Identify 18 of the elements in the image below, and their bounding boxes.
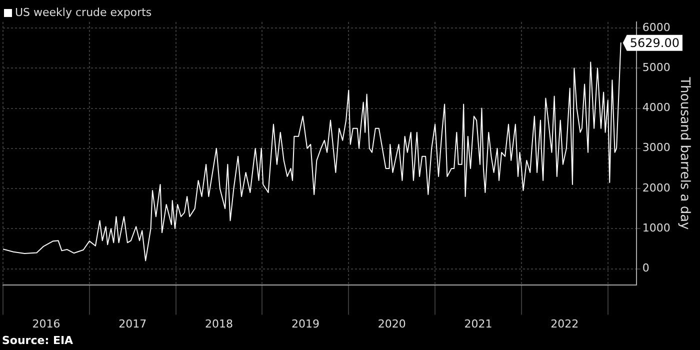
y-tick-label: 4000 [642, 101, 670, 114]
y-tick-label: 3000 [642, 141, 670, 154]
y-tick-label: 6000 [642, 20, 670, 34]
x-tick-label: 2022 [550, 317, 579, 330]
x-tick-label: 2020 [378, 317, 406, 330]
x-tick-label: 2021 [464, 317, 492, 330]
y-tick-label: 5000 [642, 61, 670, 74]
y-tick-label: 0 [642, 262, 650, 275]
source-note: Source: EIA [2, 334, 74, 347]
y-axis-title: Thousand barrels a day [676, 76, 692, 230]
y-tick-label: 1000 [642, 221, 670, 234]
data-label: 5629.00 [630, 36, 680, 50]
legend-label: US weekly crude exports [15, 6, 152, 19]
x-tick-label: 2016 [32, 317, 60, 330]
x-tick-label: 2019 [291, 317, 320, 330]
x-tick-label: 2017 [118, 317, 147, 330]
y-tick-label: 2000 [642, 181, 670, 194]
x-tick-label: 2018 [205, 317, 234, 330]
